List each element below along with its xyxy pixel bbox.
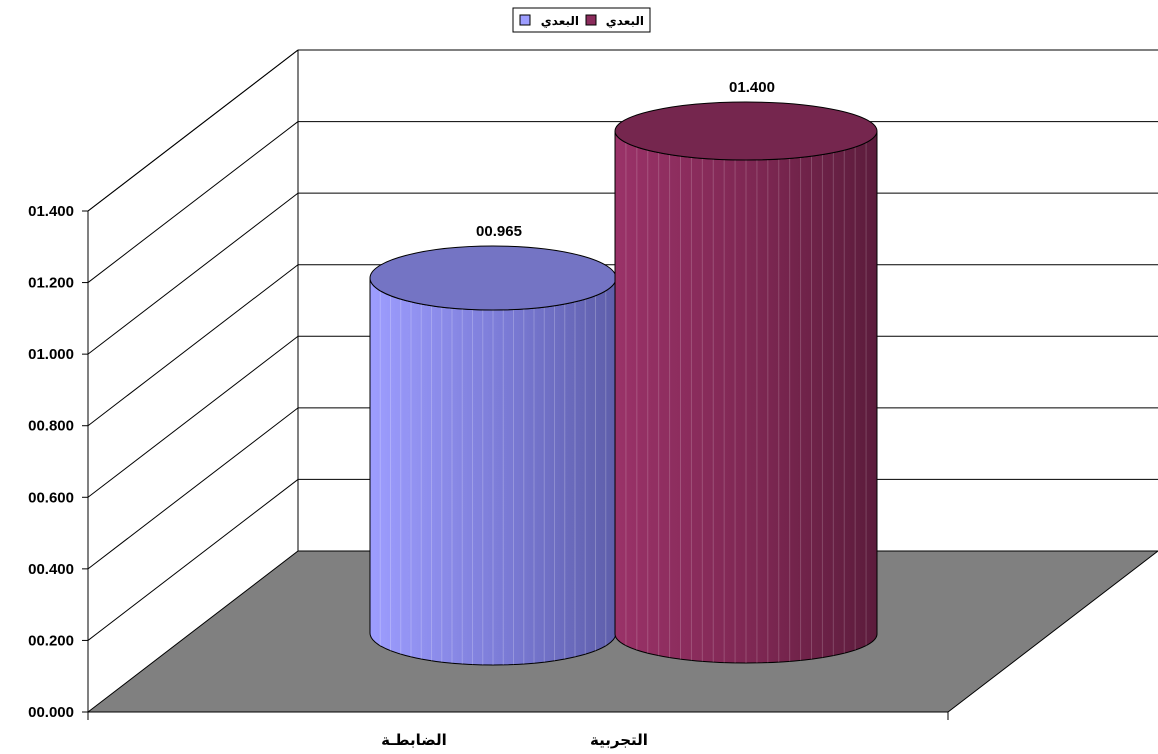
- data-label: 00.965: [476, 223, 522, 240]
- y-axis-ticks: 00.000 00.200 00.400 00.600 00.800 01.000 01.2…: [28, 203, 88, 721]
- x-axis-labels: الضابطـة التجربية: [381, 731, 648, 749]
- legend-swatch-series-2: [519, 14, 531, 26]
- legend-label-series-1: البعدي: [606, 14, 644, 28]
- data-label: 01.400: [729, 79, 775, 96]
- y-tick-label: 00.200: [28, 632, 74, 649]
- gridline-side: [87, 335, 299, 498]
- legend: البعدي البعدي: [512, 7, 651, 33]
- x-tick-label: الضابطـة: [381, 731, 447, 749]
- legend-swatch-series-1: [585, 14, 597, 26]
- y-tick-label: 01.000: [28, 346, 74, 363]
- legend-label-series-2: البعدي: [541, 14, 579, 28]
- x-tick-label: التجربية: [590, 731, 648, 749]
- y-tick-label: 00.600: [28, 489, 74, 506]
- bar-cylinder: [614, 101, 878, 664]
- gridline-side: [87, 49, 299, 212]
- y-tick-label: 00.000: [28, 704, 74, 721]
- y-tick-label: 01.400: [28, 203, 74, 220]
- gridline-side: [87, 192, 299, 355]
- y-tick-label: 00.400: [28, 561, 74, 578]
- legend-box: [512, 7, 651, 33]
- bar-cylinder: [369, 245, 617, 666]
- gridline-side: [87, 479, 299, 641]
- gridline-side: [87, 264, 299, 427]
- y-tick-label: 01.200: [28, 275, 74, 292]
- bar-top: [614, 101, 878, 161]
- data-labels: 00.965 01.400: [476, 79, 775, 240]
- bars: [369, 101, 878, 666]
- y-tick-label: 00.800: [28, 418, 74, 435]
- gridline-side: [87, 407, 299, 570]
- bar-top: [369, 245, 617, 311]
- gridline-side: [87, 121, 299, 283]
